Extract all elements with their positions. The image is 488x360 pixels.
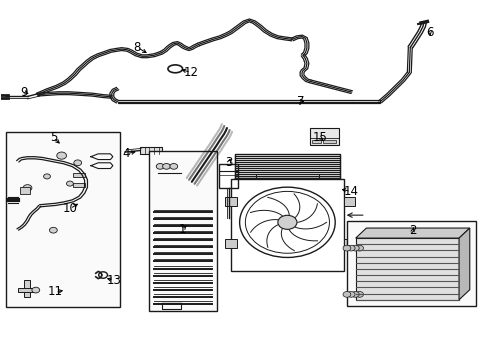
Bar [310, 128, 338, 145]
Circle shape [57, 152, 66, 159]
Circle shape [49, 227, 57, 233]
Bar [24, 280, 30, 297]
Text: 7: 7 [296, 95, 304, 108]
Circle shape [43, 174, 50, 179]
Circle shape [156, 163, 163, 169]
Circle shape [342, 292, 350, 297]
Bar [343, 239, 355, 248]
Text: 11: 11 [48, 285, 62, 298]
Text: 9: 9 [20, 86, 28, 99]
Text: 4: 4 [122, 147, 130, 160]
Bar [73, 183, 85, 187]
Text: 8: 8 [133, 41, 141, 54]
Circle shape [169, 163, 177, 169]
Text: 13: 13 [106, 274, 121, 287]
Bar [224, 239, 236, 248]
Circle shape [66, 181, 73, 186]
Circle shape [23, 185, 32, 191]
Circle shape [346, 245, 354, 251]
Text: 3: 3 [225, 156, 232, 169]
Circle shape [32, 287, 40, 293]
Bar [219, 163, 237, 188]
Circle shape [162, 163, 170, 169]
Circle shape [355, 245, 363, 251]
Circle shape [351, 245, 359, 251]
Text: 14: 14 [343, 185, 358, 198]
Text: 5: 5 [50, 131, 57, 144]
Circle shape [351, 292, 359, 297]
Polygon shape [458, 228, 469, 300]
Bar [230, 179, 343, 271]
Bar [355, 238, 458, 300]
Bar [346, 221, 475, 306]
Bar [323, 140, 335, 143]
Bar [20, 187, 30, 194]
Circle shape [277, 215, 296, 229]
Polygon shape [355, 228, 469, 238]
Bar [311, 140, 320, 143]
Text: 12: 12 [183, 66, 198, 79]
Text: 1: 1 [179, 223, 186, 236]
Text: 10: 10 [62, 202, 77, 215]
Circle shape [346, 292, 354, 297]
Text: 15: 15 [312, 131, 327, 144]
Bar [5, 132, 120, 307]
Circle shape [74, 160, 81, 166]
Bar [343, 197, 355, 206]
Bar [73, 173, 85, 177]
Circle shape [355, 292, 363, 297]
Text: 2: 2 [408, 224, 416, 238]
Bar [224, 197, 236, 206]
Circle shape [342, 245, 350, 251]
Bar [140, 147, 161, 154]
Text: 6: 6 [425, 26, 433, 39]
Bar [18, 288, 36, 292]
Bar [149, 151, 216, 311]
